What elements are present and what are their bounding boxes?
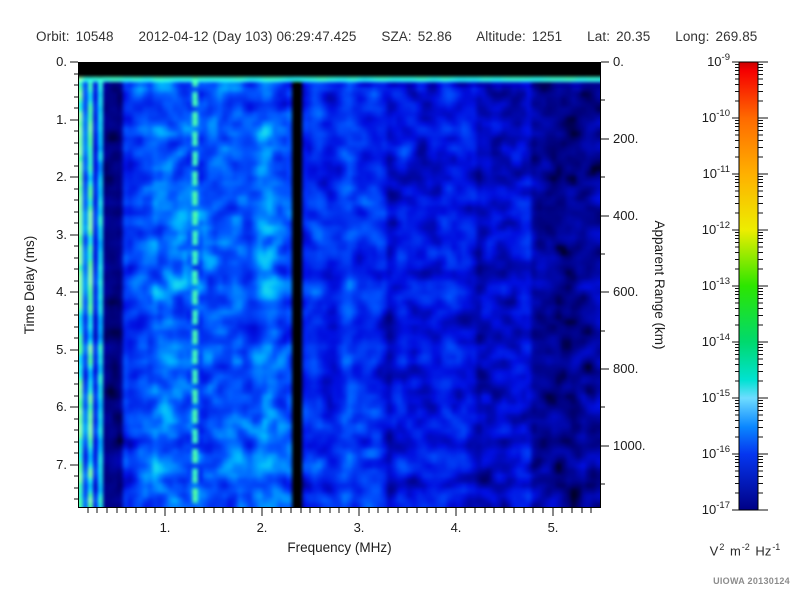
colorbar-tick-label: 10-14 [702,332,730,349]
y2-tick-label: 200. [613,131,638,146]
plot-frame [78,62,601,508]
y2-tick-label: 800. [613,361,638,376]
y-tick-label: 0. [56,54,67,69]
colorbar-bar [738,61,759,511]
long-label: Long: [675,29,710,44]
unit-exponent: 2 [719,542,725,552]
y-tick-label: 6. [56,399,67,414]
y-tick-label: 1. [56,112,67,127]
y2-axis-title: Apparent Range (km) [652,220,667,349]
y2-tick-label: 0. [613,54,624,69]
colorbar-tick-label: 10-15 [702,388,730,405]
y-tick-label: 4. [56,284,67,299]
lat-label: Lat: [587,29,611,44]
orbit-value: 10548 [75,29,114,44]
y-tick-label: 2. [56,169,67,184]
y2-tick-label: 400. [613,208,638,223]
spectrogram-canvas [78,62,601,508]
colorbar-tick-label: 10-11 [703,164,731,181]
colorbar-tick-label: 10-12 [702,220,730,237]
header-field-orbit: Orbit: 10548 [36,29,114,44]
colorbar-tick-label: 10-9 [707,52,730,69]
unit-base: m [726,543,741,559]
x-tick-label: 5. [548,520,559,535]
header-info: Orbit: 10548 2012-04-12 (Day 103) 06:29:4… [36,29,757,44]
x-tick-label: 2. [257,520,268,535]
header-field-long: Long: 269.85 [675,29,757,44]
y-tick-label: 5. [56,342,67,357]
y2-tick-label: 1000. [613,438,646,453]
colorbar-tick-label: 10-13 [702,276,730,293]
long-value: 269.85 [715,29,758,44]
colorbar-tick-label: 10-10 [702,108,730,125]
unit-exponent: -2 [741,542,750,552]
colorbar-tick-label: 10-16 [702,444,730,461]
x-axis-title: Frequency (MHz) [287,540,391,555]
orbit-label: Orbit: [36,29,70,44]
x-tick-label: 4. [451,520,462,535]
altitude-label: Altitude: [476,29,526,44]
header-field-sza: SZA: 52.86 [381,29,452,44]
y-tick-label: 7. [56,457,67,472]
x-tick-label: 3. [354,520,365,535]
colorbar-tick-label: 10-17 [702,500,730,517]
sza-value: 52.86 [417,29,453,44]
colorbar-units-label: V2 m-2 Hz-1 [670,542,800,558]
sza-label: SZA: [381,29,412,44]
header-field-lat: Lat: 20.35 [587,29,650,44]
credit-text: UIOWA 20130124 [713,576,790,586]
unit-base: Hz [751,543,772,559]
unit-exponent: -1 [772,542,781,552]
lat-value: 20.35 [616,29,651,44]
y-tick-label: 3. [56,227,67,242]
header-field-altitude: Altitude: 1251 [476,29,562,44]
unit-base: V [709,543,719,559]
y-axis-title: Time Delay (ms) [22,236,37,335]
header-field-datetime: 2012-04-12 (Day 103) 06:29:47.425 [139,29,357,44]
x-tick-label: 1. [160,520,171,535]
y2-tick-label: 600. [613,284,638,299]
datetime-value: 2012-04-12 (Day 103) 06:29:47.425 [138,29,357,44]
altitude-value: 1251 [531,29,563,44]
